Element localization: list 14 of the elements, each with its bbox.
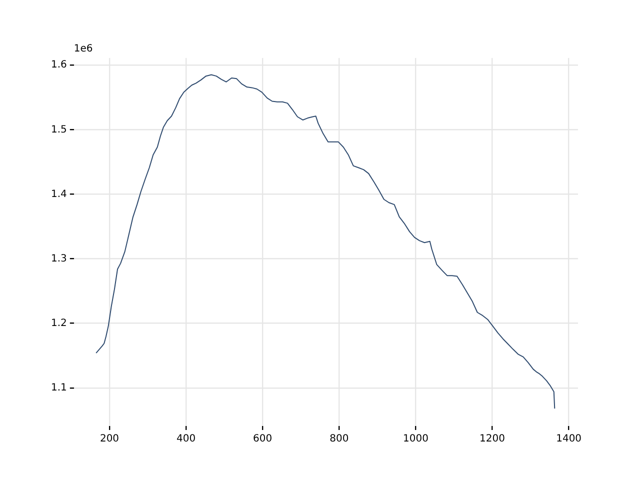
y-tick-label: 1.5 xyxy=(50,124,67,136)
x-tick-label: 1200 xyxy=(480,434,505,445)
x-tick-label: 600 xyxy=(253,434,272,445)
y-tick-label: 1.4 xyxy=(50,188,67,200)
y-tick-label: 1.1 xyxy=(50,382,67,394)
text: 1e6 xyxy=(74,44,93,55)
x-tick-label: 1400 xyxy=(556,434,582,445)
x-tick-label: 200 xyxy=(100,434,120,445)
y-tick-label: 1.3 xyxy=(50,253,67,264)
x-tick-label: 800 xyxy=(330,434,349,445)
y-tick-label: 1.6 xyxy=(50,60,67,71)
x-tick-label: 1000 xyxy=(402,434,428,445)
x-tick-label: 400 xyxy=(176,434,196,445)
y-tick-label: 1.2 xyxy=(50,318,67,329)
